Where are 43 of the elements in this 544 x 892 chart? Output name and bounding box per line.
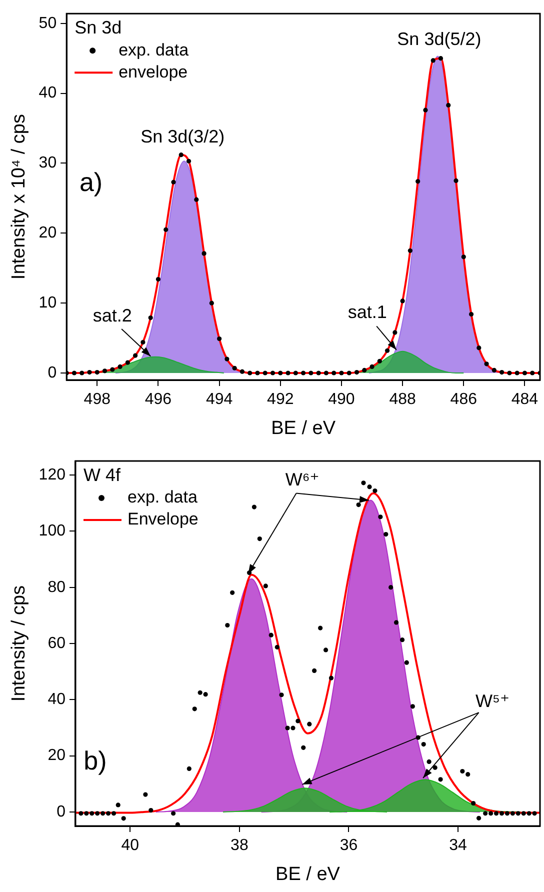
x-tick-label: 496: [144, 391, 172, 408]
y-axis-title: Intensity / cps: [8, 585, 30, 702]
y-tick-label: 80: [48, 578, 66, 596]
annotation: Sn 3d(5/2): [397, 28, 482, 49]
annotation: a): [79, 166, 103, 197]
x-tick-label: 494: [206, 391, 233, 408]
annotation: b): [84, 745, 107, 776]
y-tick-label: 120: [38, 466, 66, 484]
y-tick-label: 30: [38, 154, 57, 172]
legend-label: envelope: [118, 62, 188, 82]
y-tick-label: 50: [38, 14, 57, 32]
x-tick-label: 36: [340, 837, 358, 854]
annotation: sat.1: [348, 302, 387, 322]
legend-label: Envelope: [127, 510, 198, 529]
x-tick-label: 484: [511, 391, 538, 408]
annotation: sat.2: [92, 305, 132, 326]
x-tick-label: 490: [328, 391, 355, 408]
y-tick-label: 10: [38, 294, 57, 312]
legend-title: W 4f: [83, 464, 122, 485]
legend-label: exp. data: [127, 488, 198, 507]
y-tick-label: 0: [56, 803, 66, 820]
x-tick-label: 34: [449, 837, 468, 854]
annotation: W⁵⁺: [475, 690, 510, 711]
y-tick-label: 0: [48, 364, 57, 382]
x-tick-label: 498: [84, 391, 111, 408]
y-tick-label: 40: [38, 84, 57, 102]
x-axis-title: BE / eV: [271, 418, 336, 439]
x-tick-label: 40: [121, 837, 140, 854]
annotation: W⁶⁺: [285, 469, 320, 490]
x-axis-title: BE / eV: [276, 864, 340, 885]
y-tick-label: 20: [48, 747, 66, 764]
x-tick-label: 492: [267, 391, 294, 408]
legend-label: exp. data: [118, 40, 190, 60]
x-tick-label: 38: [230, 837, 248, 854]
annotation: Sn 3d(3/2): [140, 126, 225, 147]
x-tick-label: 486: [450, 391, 478, 408]
x-tick-label: 488: [389, 391, 416, 408]
y-tick-label: 40: [48, 691, 66, 708]
y-axis-title: Intensity x 10⁴ / cps: [8, 114, 30, 280]
legend-title: Sn 3d: [74, 18, 122, 38]
y-tick-label: 100: [38, 522, 66, 540]
y-tick-label: 20: [38, 224, 57, 242]
y-tick-label: 60: [48, 634, 66, 652]
